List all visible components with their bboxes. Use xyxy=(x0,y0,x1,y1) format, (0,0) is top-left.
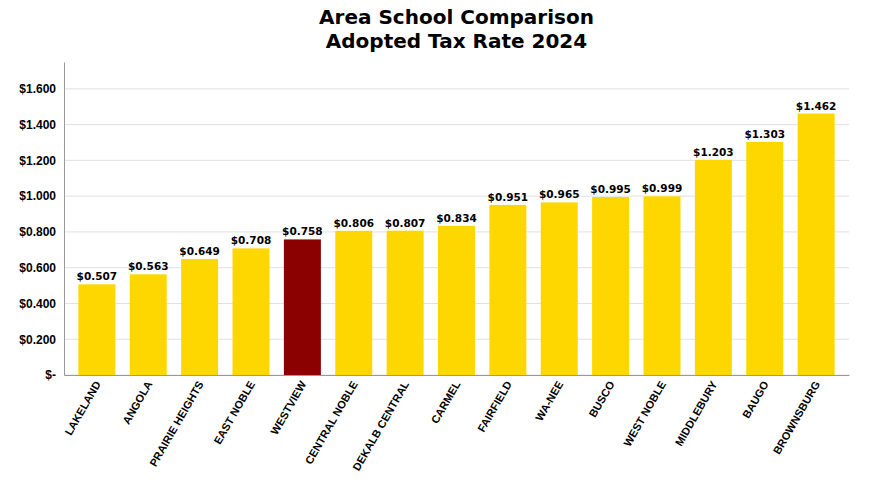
bar xyxy=(746,142,783,375)
bar xyxy=(130,274,167,375)
data-label: $0.806 xyxy=(333,217,374,229)
x-axis: LAKELANDANGOLAPRAIRIE HEIGHTSEAST NOBLEW… xyxy=(62,376,849,473)
x-tick-label: WA-NEE xyxy=(533,379,565,423)
data-label: $0.834 xyxy=(436,212,477,224)
y-tick: $0.200 xyxy=(19,333,64,347)
x-tick-label: BROWNSBURG xyxy=(771,379,823,456)
y-axis-line xyxy=(64,63,65,376)
grid xyxy=(64,89,849,375)
x-tick-label: BAUGO xyxy=(740,378,771,420)
x-tick-label: WESTVIEW xyxy=(268,378,309,436)
grid-line xyxy=(64,88,849,89)
x-tick: BROWNSBURG xyxy=(771,379,823,456)
data-label: $1.303 xyxy=(744,128,785,140)
x-tick: MIDDLEBURY xyxy=(673,378,720,448)
y-tick-label: $1.400 xyxy=(19,118,56,132)
bar xyxy=(438,226,475,375)
x-tick: WEST NOBLE xyxy=(621,379,668,449)
x-tick-label: FAIRFIELD xyxy=(475,379,514,434)
x-tick: DEKALB CENTRAL xyxy=(350,379,411,473)
subtitle: Adopted Tax Rate 2024 xyxy=(326,29,587,53)
bar xyxy=(798,114,835,375)
y-tick-label: $1.000 xyxy=(19,189,56,203)
x-tick: PRAIRIE HEIGHTS xyxy=(147,379,206,469)
title: Area School Comparison xyxy=(319,5,594,29)
data-label: $0.649 xyxy=(179,245,220,257)
x-tick: ANGOLA xyxy=(120,379,154,426)
x-tick: CARMEL xyxy=(429,379,463,426)
data-label: $0.999 xyxy=(642,182,683,194)
x-tick: CENTRAL NOBLE xyxy=(302,379,359,466)
data-label: $1.203 xyxy=(693,146,734,158)
plot: $- $0.200 $0.400 $0.600 $0.800 $1.000 $1.200 $1… xyxy=(19,63,849,473)
grid-line xyxy=(64,124,849,125)
x-tick-label: CENTRAL NOBLE xyxy=(302,379,359,466)
data-label: $0.965 xyxy=(539,188,580,200)
data-label: $0.758 xyxy=(282,225,323,237)
y-tick: $0.400 xyxy=(19,297,64,311)
x-tick: WA-NEE xyxy=(533,379,565,423)
x-tick: EAST NOBLE xyxy=(211,379,257,446)
y-tick: $1.600 xyxy=(19,82,64,96)
x-tick: WESTVIEW xyxy=(268,378,309,436)
bar xyxy=(541,202,578,375)
bars xyxy=(78,114,834,375)
data-label: $1.462 xyxy=(796,100,837,112)
bar xyxy=(489,205,526,375)
bar xyxy=(695,160,732,375)
y-tick-label: $1.600 xyxy=(19,82,56,96)
x-tick-label: WEST NOBLE xyxy=(621,379,668,449)
x-tick-label: LAKELAND xyxy=(62,379,103,437)
data-labels: $0.507 $0.563 $0.649 $0.708 $0.758 $0.806 $0.8… xyxy=(77,100,837,283)
data-label: $0.563 xyxy=(128,260,169,272)
data-label: $0.807 xyxy=(385,217,426,229)
y-tick-label: $0.800 xyxy=(19,225,56,239)
y-tick: $1.400 xyxy=(19,118,64,132)
y-tick-label: $0.600 xyxy=(19,261,56,275)
data-label: $0.951 xyxy=(488,191,529,203)
x-axis-line xyxy=(65,375,850,376)
y-tick-label: $0.400 xyxy=(19,297,56,311)
y-tick: $1.200 xyxy=(19,154,64,168)
bar xyxy=(181,259,218,375)
x-tick-label: BUSCO xyxy=(586,378,616,419)
y-tick: $1.000 xyxy=(19,189,64,203)
bar xyxy=(78,284,115,375)
y-axis: $- $0.200 $0.400 $0.600 $0.800 $1.000 $1.200 $1… xyxy=(19,63,64,383)
data-label: $0.995 xyxy=(590,183,631,195)
y-tick: $0.600 xyxy=(19,261,64,275)
bar xyxy=(592,197,629,375)
x-tick: BAUGO xyxy=(740,378,771,420)
chart: $- $0.200 $0.400 $0.600 $0.800 $1.000 $1.200 $1… xyxy=(0,0,869,487)
y-tick-label: $- xyxy=(45,368,56,382)
bar xyxy=(644,196,681,375)
x-tick: LAKELAND xyxy=(62,379,103,437)
data-label: $0.708 xyxy=(231,234,272,246)
y-tick: $0.800 xyxy=(19,225,64,239)
x-tick-label: DEKALB CENTRAL xyxy=(350,379,411,473)
y-tick-label: $1.200 xyxy=(19,154,56,168)
data-label: $0.507 xyxy=(77,270,118,282)
x-tick-label: ANGOLA xyxy=(120,379,154,426)
y-tick: $- xyxy=(45,368,64,382)
x-tick-label: EAST NOBLE xyxy=(211,379,257,446)
x-tick-label: CARMEL xyxy=(429,379,463,426)
x-tick-label: PRAIRIE HEIGHTS xyxy=(147,379,206,469)
bar xyxy=(233,248,270,375)
x-tick: BUSCO xyxy=(586,378,616,419)
bar xyxy=(284,239,321,375)
x-tick: FAIRFIELD xyxy=(475,379,514,434)
x-tick-label: MIDDLEBURY xyxy=(673,378,720,448)
bar xyxy=(335,231,372,375)
y-tick-label: $0.200 xyxy=(19,333,56,347)
bar xyxy=(387,231,424,375)
